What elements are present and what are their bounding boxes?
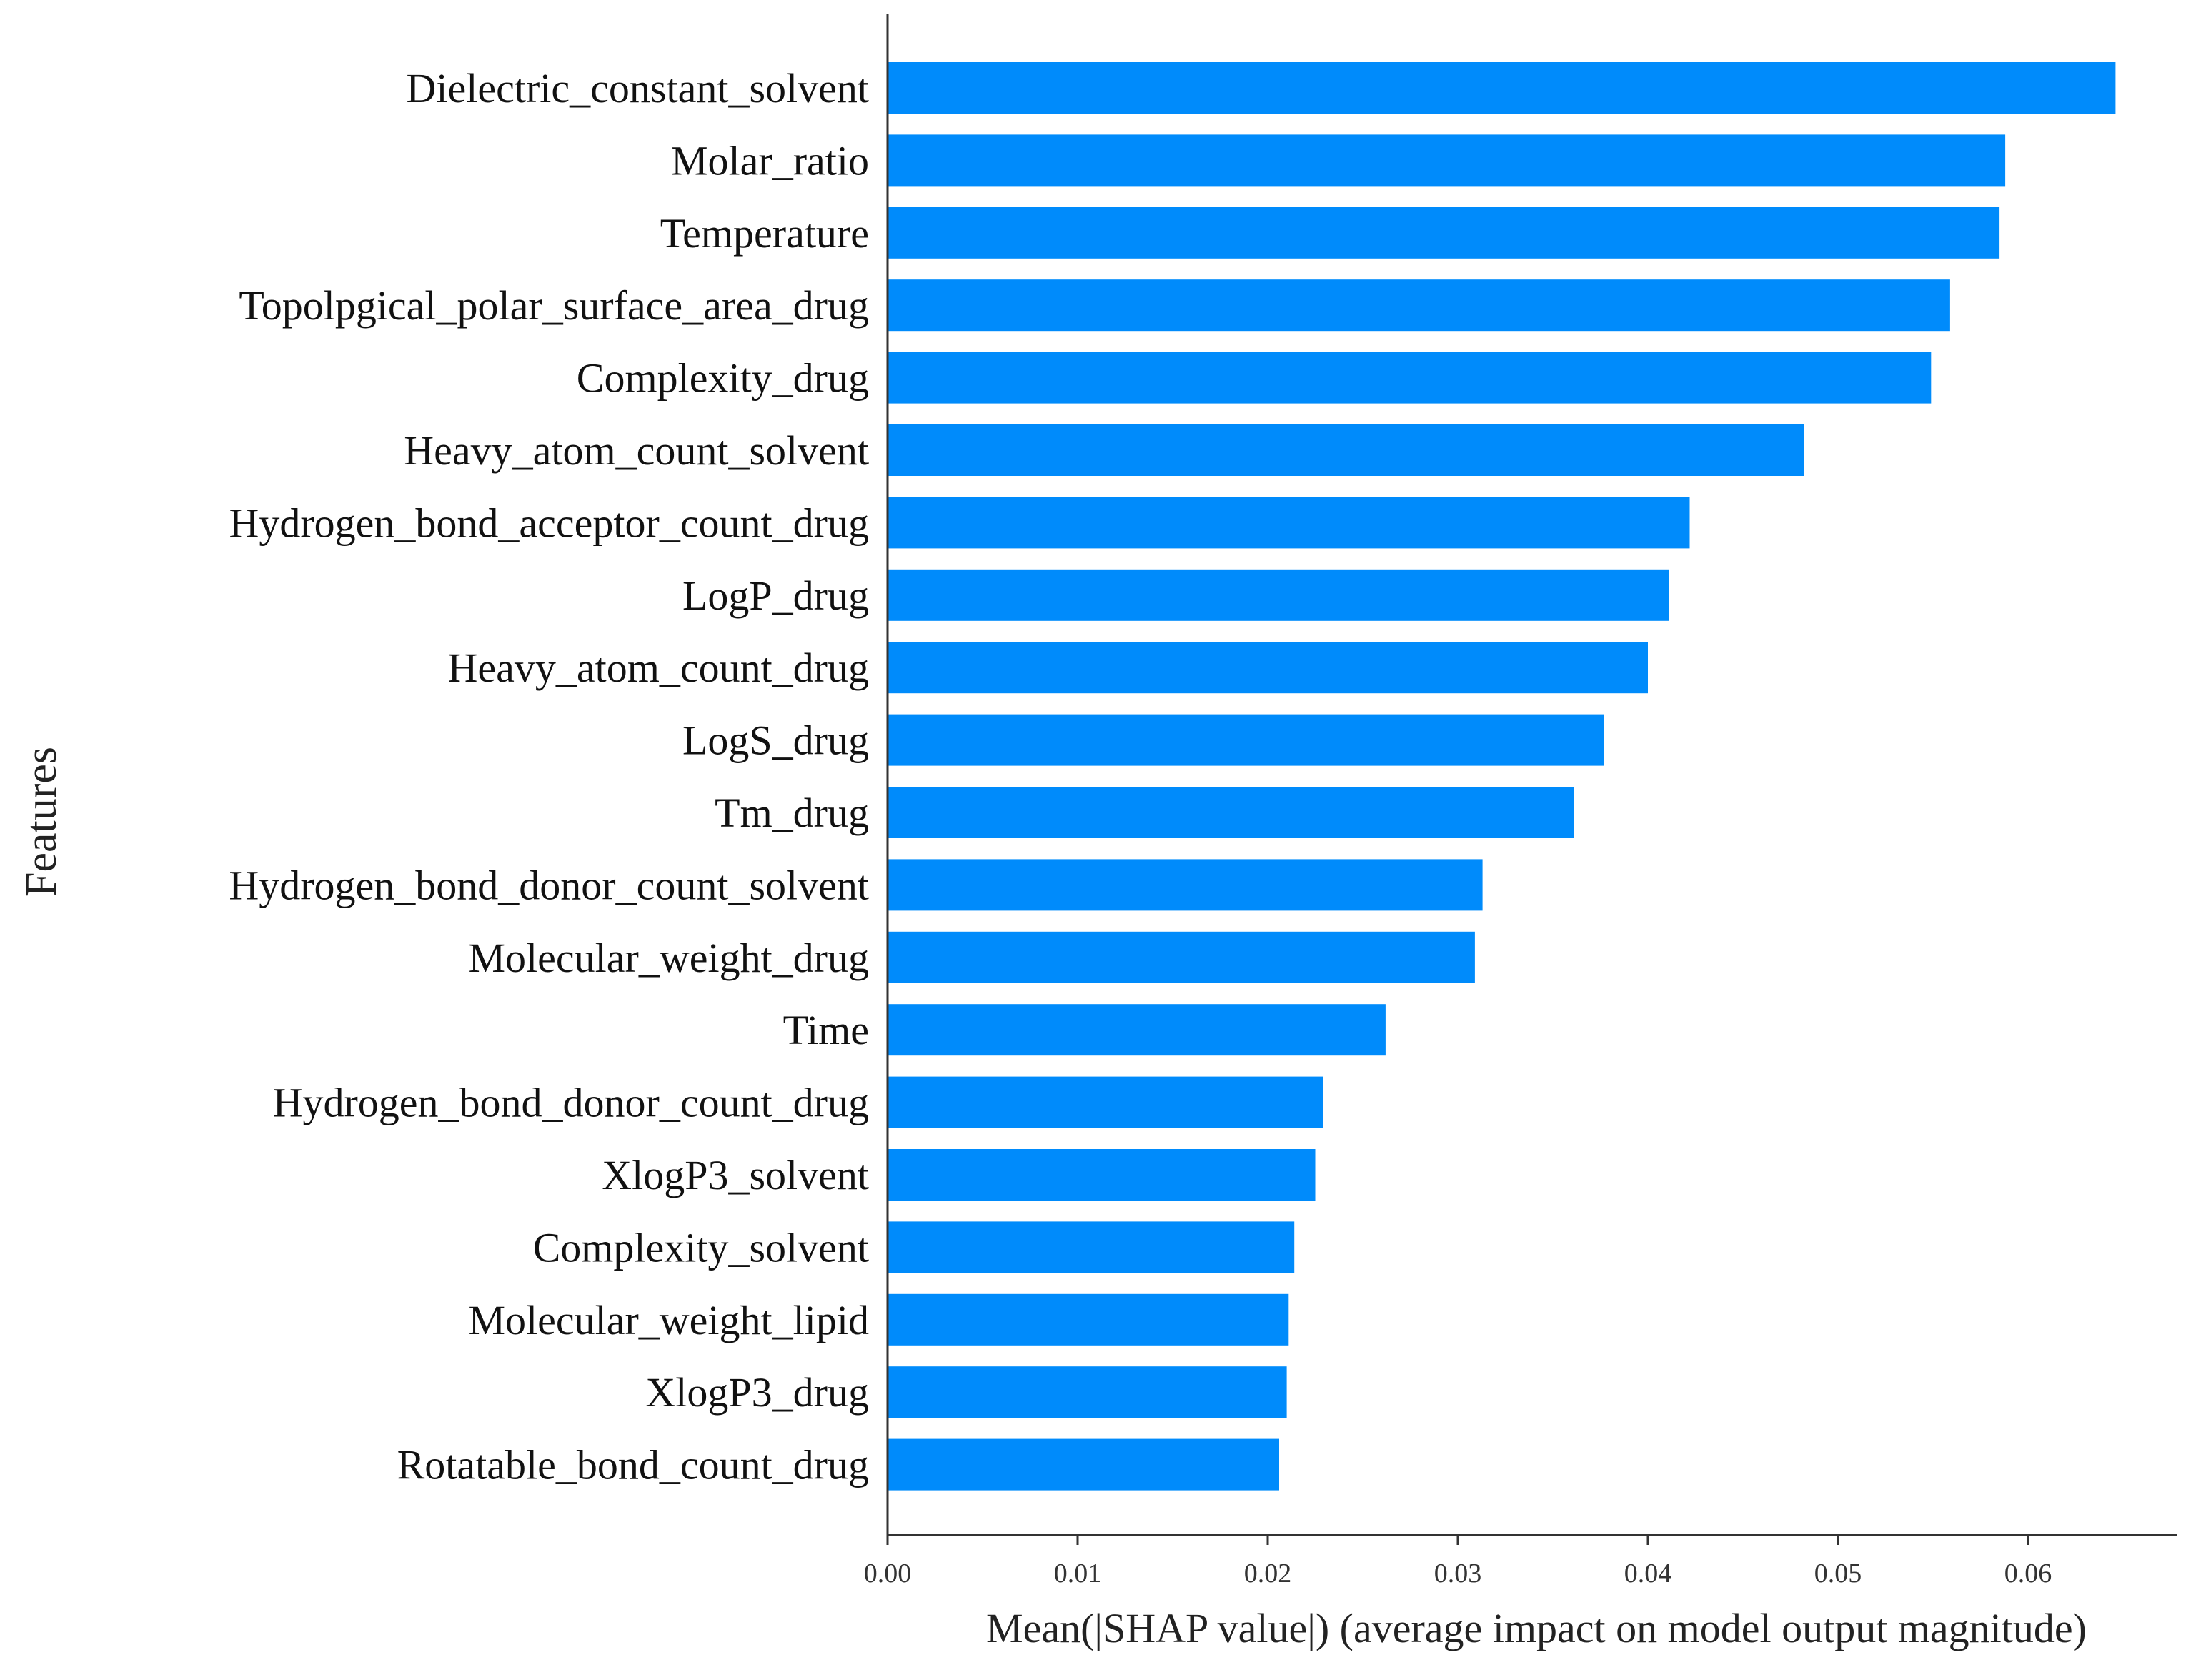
x-tick-label: 0.04 (1624, 1559, 1672, 1589)
bar-complexity-solvent (888, 1221, 1295, 1273)
feature-label: XlogP3_drug (645, 1369, 869, 1416)
axes-layer: 0.00 0.01 0.02 0.03 0.04 0.05 0.06 (864, 14, 2177, 1589)
bar-rotatable-bond-count-drug (888, 1438, 1279, 1491)
feature-label: Temperature (660, 210, 869, 257)
bar-hydrogen-bond-acceptor-count-drug (888, 497, 1690, 549)
bar-molar-ratio (888, 134, 2006, 187)
bar-heavy-atom-count-solvent (888, 424, 1804, 476)
y-axis-title: Features (17, 747, 66, 897)
bar-molecular-weight-lipid (888, 1293, 1289, 1346)
x-tick-label: 0.02 (1244, 1559, 1292, 1589)
bar-hydrogen-bond-donor-count-solvent (888, 859, 1483, 911)
feature-label: Molar_ratio (671, 137, 869, 184)
bar-hydrogen-bond-donor-count-drug (888, 1076, 1323, 1128)
bar-heavy-atom-count-drug (888, 642, 1648, 694)
bar-molecular-weight-drug (888, 931, 1475, 983)
feature-label: LogS_drug (682, 717, 869, 764)
feature-label: Rotatable_bond_count_drug (397, 1442, 869, 1488)
feature-label: Molecular_weight_lipid (468, 1297, 869, 1343)
feature-label: Complexity_drug (577, 355, 869, 402)
feature-label: Molecular_weight_drug (468, 935, 869, 981)
x-tick-label: 0.00 (864, 1559, 912, 1589)
feature-label: Heavy_atom_count_solvent (404, 427, 869, 474)
x-axis-title: Mean(|SHAP value|) (average impact on mo… (986, 1605, 2087, 1651)
bar-logs-drug (888, 714, 1604, 766)
bars-layer (888, 62, 2116, 1491)
feature-label: Time (783, 1007, 869, 1053)
bar-temperature (888, 207, 2000, 259)
bar-xlogp3-drug (888, 1366, 1287, 1418)
feature-label: LogP_drug (682, 572, 869, 619)
bar-topolpgical-polar-surface-area-drug (888, 279, 1950, 332)
feature-label: Hydrogen_bond_donor_count_solvent (229, 862, 869, 908)
bar-time (888, 1004, 1386, 1056)
bar-tm-drug (888, 787, 1574, 838)
bar-complexity-drug (888, 352, 1932, 404)
feature-label: Hydrogen_bond_acceptor_count_drug (229, 499, 869, 546)
bar-xlogp3-solvent (888, 1149, 1316, 1201)
feature-label: XlogP3_solvent (602, 1152, 869, 1198)
feature-labels-layer: Dielectric_constant_solvent Molar_ratio Te… (229, 65, 869, 1488)
feature-label: Dielectric_constant_solvent (407, 65, 869, 111)
feature-label: Tm_drug (715, 790, 869, 836)
feature-label: Hydrogen_bond_donor_count_drug (273, 1080, 869, 1126)
x-tick-label: 0.06 (2004, 1559, 2052, 1589)
feature-label: Heavy_atom_count_drug (447, 645, 869, 691)
feature-label: Complexity_solvent (533, 1224, 869, 1271)
x-tick-label: 0.05 (1814, 1559, 1862, 1589)
x-tick-label: 0.03 (1434, 1559, 1482, 1589)
bar-dielectric-constant-solvent (888, 62, 2116, 114)
feature-label: Topolpgical_polar_surface_area_drug (239, 282, 869, 329)
bar-logp-drug (888, 569, 1669, 621)
x-tick-label: 0.01 (1054, 1559, 1102, 1589)
